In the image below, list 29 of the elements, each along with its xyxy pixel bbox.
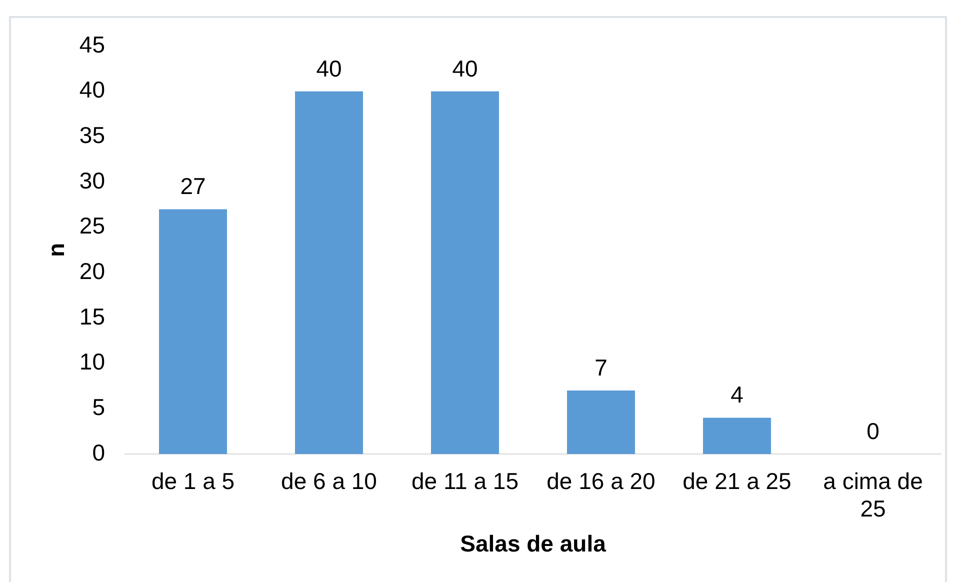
data-label: 4 (730, 382, 744, 408)
bar (703, 418, 771, 454)
y-tick-label: 10 (79, 348, 105, 375)
y-tick-label: 30 (79, 167, 105, 194)
data-label: 40 (452, 55, 478, 82)
y-tick-label: 20 (79, 258, 105, 284)
bar (295, 91, 363, 454)
data-label: 0 (866, 418, 880, 444)
y-tick-label: 25 (79, 212, 105, 239)
y-tick-label: 0 (92, 439, 105, 466)
x-tick-label: de 16 a 20 (546, 468, 656, 494)
y-tick-label: 15 (79, 303, 105, 330)
x-axis-title: Salas de aula (460, 530, 606, 557)
bar (431, 91, 499, 454)
data-label: 7 (594, 354, 608, 381)
x-tick-label: de 1 a 5 (151, 468, 235, 494)
x-tick-label: de 6 a 10 (281, 468, 377, 494)
x-tick-label: de 11 a 15 (411, 468, 519, 494)
bar (159, 209, 227, 454)
data-label: 40 (316, 55, 342, 82)
data-label: 27 (180, 173, 206, 200)
y-tick-label: 45 (79, 31, 105, 58)
x-tick-label: de 21 a 25 (682, 468, 792, 494)
y-tick-label: 40 (79, 76, 105, 103)
y-tick-label: 35 (79, 122, 105, 148)
y-tick-label: 5 (92, 394, 105, 420)
bar (567, 390, 635, 454)
x-tick-label: a cima de 25 (823, 468, 923, 522)
y-axis-title: n (43, 242, 70, 258)
